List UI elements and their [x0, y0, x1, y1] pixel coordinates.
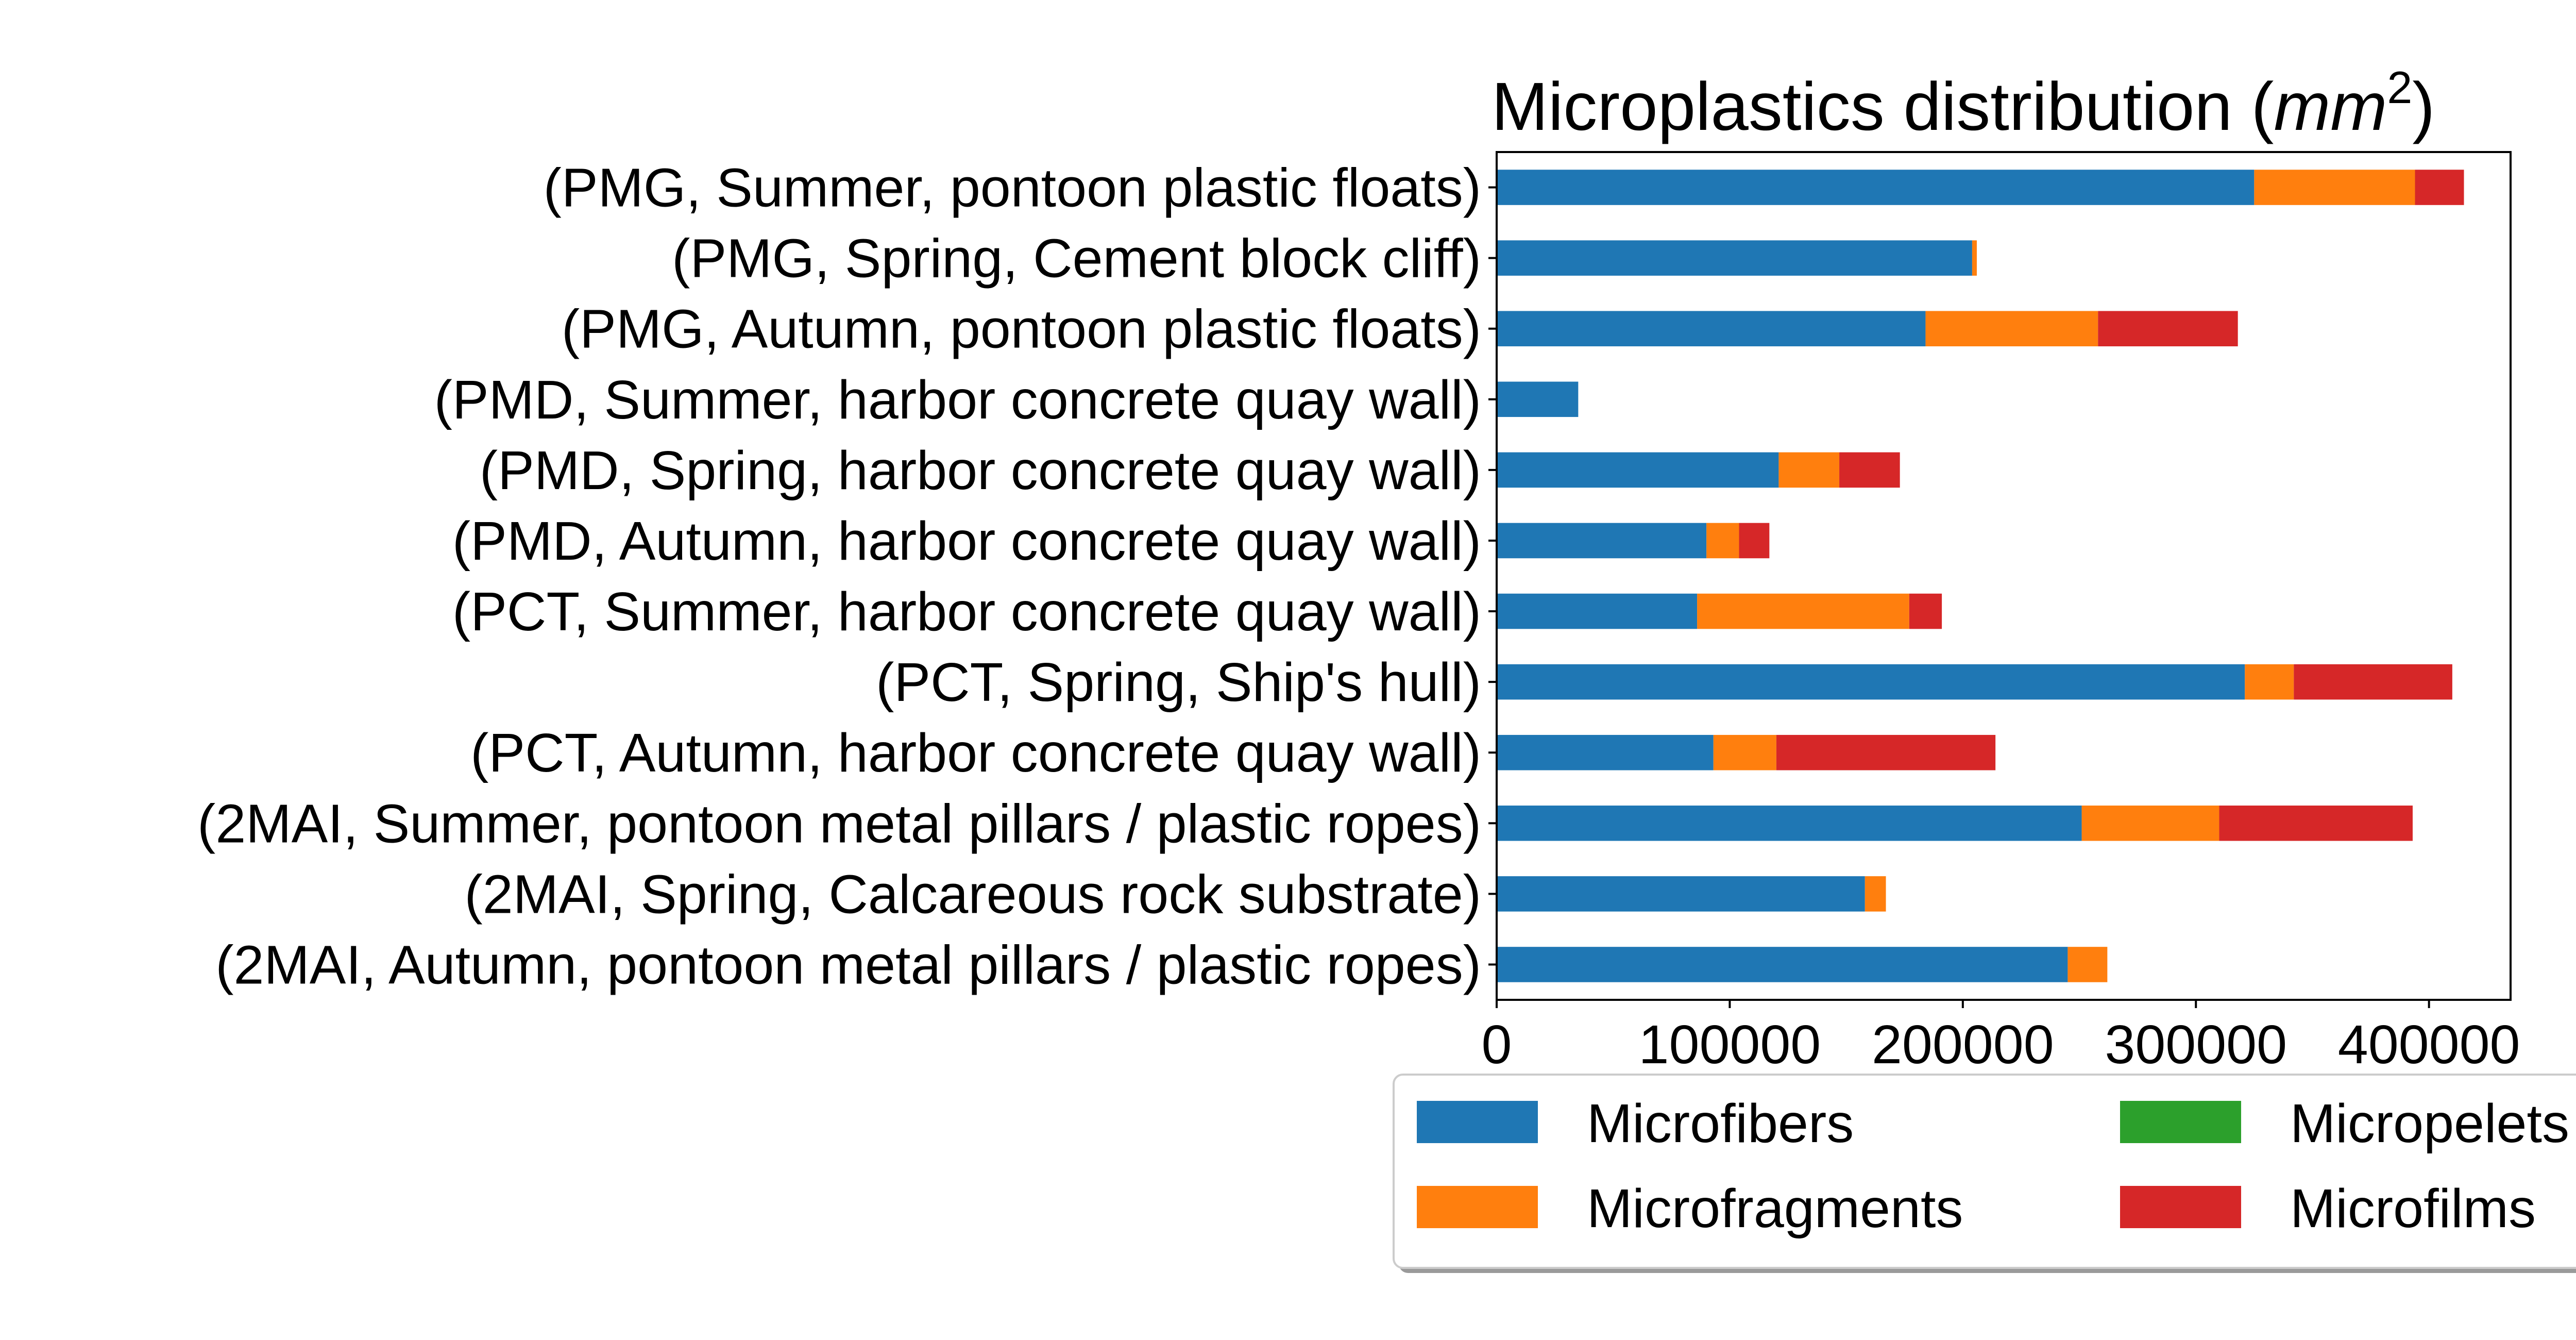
- bar-microfragments-7: [2245, 664, 2294, 700]
- bar-microfragments-6: [1697, 593, 1909, 629]
- bar-microfragments-10: [1865, 876, 1886, 912]
- bars-group: [1497, 170, 2464, 982]
- bar-microfragments-1: [1972, 240, 1977, 276]
- x-tick-label: 100000: [1639, 1014, 1821, 1075]
- legend-swatch-micropelets: [2120, 1101, 2241, 1143]
- bar-microfibers-2: [1497, 311, 1926, 346]
- bar-microfibers-3: [1497, 381, 1579, 417]
- bar-microfibers-10: [1497, 876, 1865, 912]
- bar-microfibers-4: [1497, 452, 1779, 488]
- y-axis: (PMG, Summer, pontoon plastic floats) (PM…: [197, 158, 1497, 995]
- x-tick-label: 200000: [1872, 1014, 2054, 1075]
- y-tick-label: (PMD, Autumn, harbor concrete quay wall): [452, 511, 1481, 572]
- bar-microfilms-6: [1909, 593, 1942, 629]
- x-tick-label: 400000: [2338, 1014, 2520, 1075]
- y-tick-label: (2MAI, Autumn, pontoon metal pillars / p…: [215, 934, 1481, 995]
- bar-microfragments-4: [1778, 452, 1840, 488]
- x-axis: 0 100000 200000 300000 400000: [1482, 1000, 2520, 1075]
- y-tick-label: (2MAI, Summer, pontoon metal pillars / p…: [197, 793, 1481, 854]
- bar-microfibers-9: [1497, 806, 2082, 841]
- y-tick-label: (PCT, Spring, Ship's hull): [876, 652, 1481, 713]
- bar-microfibers-7: [1497, 664, 2245, 700]
- bar-microfibers-11: [1497, 947, 2068, 982]
- bar-microfragments-0: [2254, 170, 2415, 205]
- x-tick-label: 300000: [2105, 1014, 2287, 1075]
- legend-box: [1393, 1074, 2576, 1269]
- bar-microfragments-8: [1713, 734, 1776, 770]
- plot-frame: [1496, 151, 2512, 1001]
- y-tick-label: (PMD, Spring, harbor concrete quay wall): [480, 440, 1481, 501]
- bar-microfilms-2: [2098, 311, 2238, 346]
- bar-microfilms-8: [1776, 734, 1996, 770]
- legend-swatch-microfilms: [2120, 1186, 2241, 1228]
- bar-microfibers-5: [1497, 523, 1707, 559]
- legend-label-micropelets: Micropelets: [2290, 1093, 2569, 1154]
- legend-label-microfilms: Microfilms: [2290, 1178, 2536, 1239]
- bar-microfibers-8: [1497, 734, 1714, 770]
- y-tick-label: (PCT, Autumn, harbor concrete quay wall): [470, 723, 1481, 783]
- bar-microfragments-5: [1706, 523, 1739, 559]
- y-tick-label: (2MAI, Spring, Calcareous rock substrate…: [464, 864, 1481, 925]
- legend: Microfibers Microfragments Micropelets Micr…: [1393, 1074, 2576, 1273]
- bar-microfilms-0: [2415, 170, 2464, 205]
- bar-microfibers-1: [1497, 240, 1972, 276]
- bar-microfragments-11: [2067, 947, 2108, 982]
- bar-microfilms-7: [2294, 664, 2452, 700]
- bar-microfibers-6: [1497, 593, 1698, 629]
- chart-title: Microplastics distribution (mm2): [1492, 62, 2435, 144]
- bar-microfilms-4: [1839, 452, 1900, 488]
- y-tick-label: (PMG, Spring, Cement block cliff): [672, 228, 1481, 289]
- bar-microfilms-5: [1739, 523, 1770, 559]
- bar-microfibers-0: [1497, 170, 2255, 205]
- y-tick-label: (PMG, Summer, pontoon plastic floats): [544, 158, 1481, 219]
- bar-microfragments-2: [1925, 311, 2098, 346]
- legend-label-microfragments: Microfragments: [1587, 1178, 1963, 1239]
- y-tick-label: (PCT, Summer, harbor concrete quay wall): [452, 581, 1481, 642]
- x-tick-label: 0: [1482, 1014, 1512, 1075]
- legend-swatch-microfragments: [1417, 1186, 1538, 1228]
- legend-label-microfibers: Microfibers: [1587, 1093, 1854, 1154]
- y-tick-label: (PMD, Summer, harbor concrete quay wall): [434, 370, 1481, 430]
- legend-swatch-microfibers: [1417, 1101, 1538, 1143]
- y-tick-label: (PMG, Autumn, pontoon plastic floats): [562, 299, 1481, 360]
- bar-microfragments-9: [2081, 806, 2219, 841]
- bar-microfilms-9: [2219, 806, 2413, 841]
